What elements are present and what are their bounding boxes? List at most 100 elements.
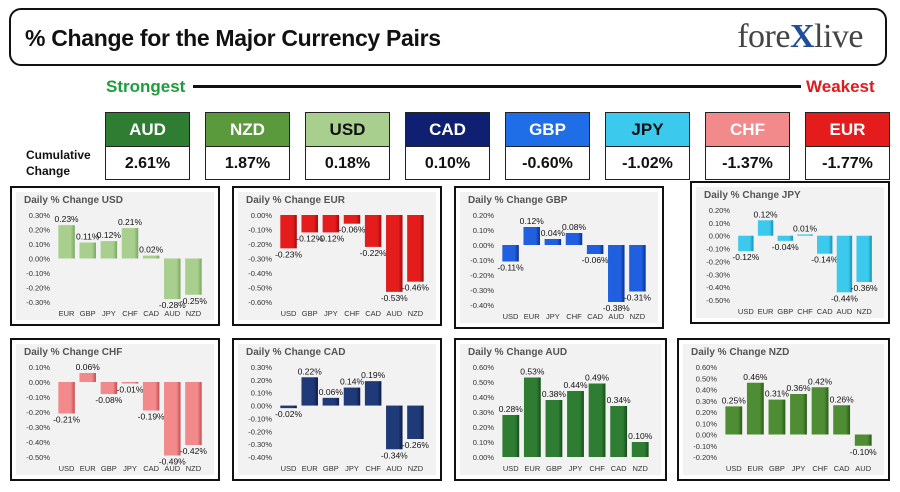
x-tick-label: USD (726, 464, 742, 473)
bar (608, 245, 625, 302)
logo-x: X (789, 18, 815, 55)
currency-box-aud: AUD 2.61% (105, 112, 190, 180)
bar (588, 383, 606, 457)
x-tick-label: EUR (80, 464, 96, 473)
x-tick-label: AUD (386, 309, 402, 318)
data-label: 0.28% (499, 404, 524, 414)
bar-rect (856, 235, 872, 282)
plot-background (16, 344, 214, 475)
bar (121, 382, 139, 384)
bar-chart: Daily % Change GBP0.20%0.10%0.00%-0.10%-… (456, 188, 662, 327)
bar (738, 235, 754, 252)
x-tick-label: GBP (80, 309, 96, 318)
bar-rect (58, 382, 75, 414)
y-tick-label: 0.30% (696, 397, 718, 406)
bar (58, 225, 75, 259)
currency-code: NZD (206, 113, 289, 147)
currency-box-usd: USD 0.18% (305, 112, 390, 180)
bar-chart: Daily % Change CHF 0.10% 0.00% -0.10% -0.20%… (12, 340, 218, 479)
bar (523, 377, 541, 457)
bar (322, 397, 340, 406)
bar-rect (79, 242, 96, 259)
bar (100, 241, 118, 259)
bar-rect (364, 215, 382, 247)
x-tick-label: JPY (102, 309, 116, 318)
bar (757, 220, 774, 236)
y-tick-label: -0.20% (26, 408, 50, 417)
y-tick-label: -0.50% (706, 296, 730, 305)
data-label: 0.02% (139, 245, 164, 255)
chart-title: Daily % Change CAD (246, 347, 345, 358)
bar-chart: Daily % Change AUD 0.60% 0.50% 0.40% 0.30% 0.… (456, 340, 665, 479)
logo-right: live (814, 18, 863, 55)
bar-rect (185, 258, 202, 295)
y-tick-label: 0.20% (29, 226, 51, 235)
x-tick-label: JPY (792, 464, 806, 473)
x-tick-label: JPY (569, 464, 583, 473)
bar (164, 258, 181, 300)
bar-rect (301, 377, 318, 406)
x-tick-label: GBP (769, 464, 785, 473)
x-tick-label: NZD (186, 309, 202, 318)
bar-rect (588, 383, 606, 457)
bar (502, 415, 520, 457)
bar-rect (322, 215, 340, 233)
bar (280, 405, 297, 409)
y-tick-label: 0.10% (473, 438, 495, 447)
x-tick-label: AUD (608, 312, 624, 321)
y-tick-label: -0.10% (248, 226, 272, 235)
bar (836, 235, 853, 293)
y-tick-label: -0.40% (706, 283, 730, 292)
bar (301, 377, 318, 406)
bar-rect (610, 406, 628, 457)
chart-title: Daily % Change EUR (246, 195, 346, 206)
currency-box-cad: CAD 0.10% (405, 112, 490, 180)
y-tick-label: 0.50% (473, 378, 495, 387)
bar-rect (386, 215, 403, 292)
chart-panel-aud: Daily % Change AUD 0.60% 0.50% 0.40% 0.30% 0.… (454, 338, 667, 481)
bar-rect (608, 245, 625, 302)
bar (502, 245, 519, 262)
y-tick-label: 0.00% (473, 453, 495, 462)
data-label: -0.06% (582, 255, 609, 265)
x-tick-label: CHF (566, 312, 582, 321)
bar (725, 406, 743, 435)
data-label: 0.12% (754, 209, 779, 219)
bar-rect (544, 239, 562, 245)
forexlive-logo: foreXlive (737, 18, 863, 56)
y-tick-label: 0.50% (696, 374, 718, 383)
data-label: 0.36% (786, 383, 811, 393)
y-tick-label: 0.40% (696, 386, 718, 395)
bar (586, 245, 604, 254)
currency-box-nzd: NZD 1.87% (205, 112, 290, 180)
data-label: 0.26% (830, 394, 855, 404)
y-tick-label: 0.00% (29, 255, 51, 264)
y-tick-label: 0.30% (473, 408, 495, 417)
data-label: 0.11% (76, 232, 100, 242)
data-label: 0.46% (743, 372, 768, 382)
bar (322, 215, 340, 233)
chart-title: Daily % Change NZD (691, 347, 789, 358)
data-label: -0.11% (497, 263, 524, 273)
bar-rect (280, 215, 297, 249)
bar (565, 233, 583, 245)
y-tick-label: -0.30% (26, 423, 50, 432)
y-tick-label: -0.20% (706, 257, 730, 266)
currency-code: USD (306, 113, 389, 147)
x-tick-label: NZD (633, 464, 649, 473)
bar (364, 381, 382, 406)
data-label: -0.19% (138, 412, 165, 422)
bar-rect (407, 405, 424, 439)
data-label: -0.38% (603, 303, 630, 313)
y-tick-label: -0.10% (693, 442, 717, 451)
data-label: 0.53% (520, 367, 545, 377)
bar (768, 399, 786, 435)
data-label: -0.01% (117, 385, 144, 395)
bar-rect (797, 234, 813, 236)
data-label: 0.12% (97, 230, 122, 240)
bar (386, 215, 403, 292)
x-tick-label: NZD (408, 309, 424, 318)
bar (854, 434, 872, 446)
data-label: -0.49% (159, 457, 186, 467)
currency-code: EUR (806, 113, 889, 147)
